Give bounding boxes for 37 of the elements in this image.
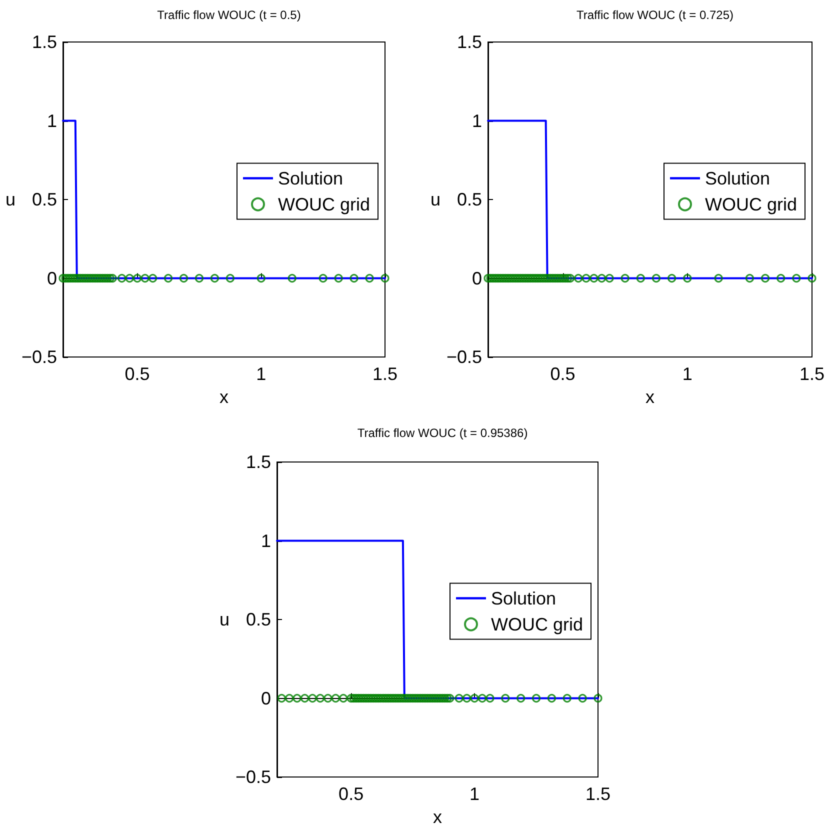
y-axis-title: u — [220, 610, 230, 630]
x-tick-label: 0.5 — [550, 364, 576, 384]
y-tick-label: 1 — [260, 530, 271, 551]
x-axis-title: x — [646, 386, 654, 407]
chart-title: Traffic flow WOUC (t = 0.5) — [157, 8, 301, 22]
y-axis-title: u — [6, 190, 16, 210]
y-tick-label: 0 — [472, 268, 482, 288]
x-axis-title: x — [433, 806, 442, 827]
chart-title: Traffic flow WOUC (t = 0.95386) — [357, 426, 528, 440]
y-axis-title: u — [430, 190, 441, 210]
y-tick-label: −0.5 — [235, 767, 271, 787]
y-tick-label: 1 — [46, 110, 57, 131]
x-axis-title: x — [220, 386, 228, 407]
y-tick-label: 1 — [472, 110, 482, 131]
legend-label: Solution — [278, 168, 344, 188]
legend-label: Solution — [490, 588, 556, 608]
x-tick-label: 1.5 — [585, 784, 611, 804]
x-tick-label: 0.5 — [124, 364, 150, 384]
y-tick-label: 1.5 — [32, 32, 57, 52]
y-tick-label: −0.5 — [21, 347, 57, 367]
legend-label: WOUC grid — [490, 614, 584, 634]
y-tick-label: 1.5 — [456, 32, 482, 52]
chart-title: Traffic flow WOUC (t = 0.725) — [576, 8, 734, 22]
y-tick-label: 0.5 — [246, 610, 271, 630]
y-tick-label: −0.5 — [446, 347, 482, 367]
x-tick-label: 1.5 — [372, 364, 398, 384]
y-tick-label: 0 — [260, 688, 271, 708]
y-tick-label: 0 — [46, 268, 57, 288]
legend-label: Solution — [704, 168, 770, 188]
legend-label: WOUC grid — [278, 194, 370, 214]
x-tick-label: 1 — [682, 364, 692, 384]
x-tick-label: 0.5 — [338, 784, 364, 804]
x-tick-label: 1.5 — [799, 364, 825, 384]
y-tick-label: 1.5 — [246, 452, 271, 472]
legend-label: WOUC grid — [704, 194, 798, 214]
y-tick-label: 0.5 — [32, 190, 57, 210]
y-tick-label: 0.5 — [456, 190, 482, 210]
